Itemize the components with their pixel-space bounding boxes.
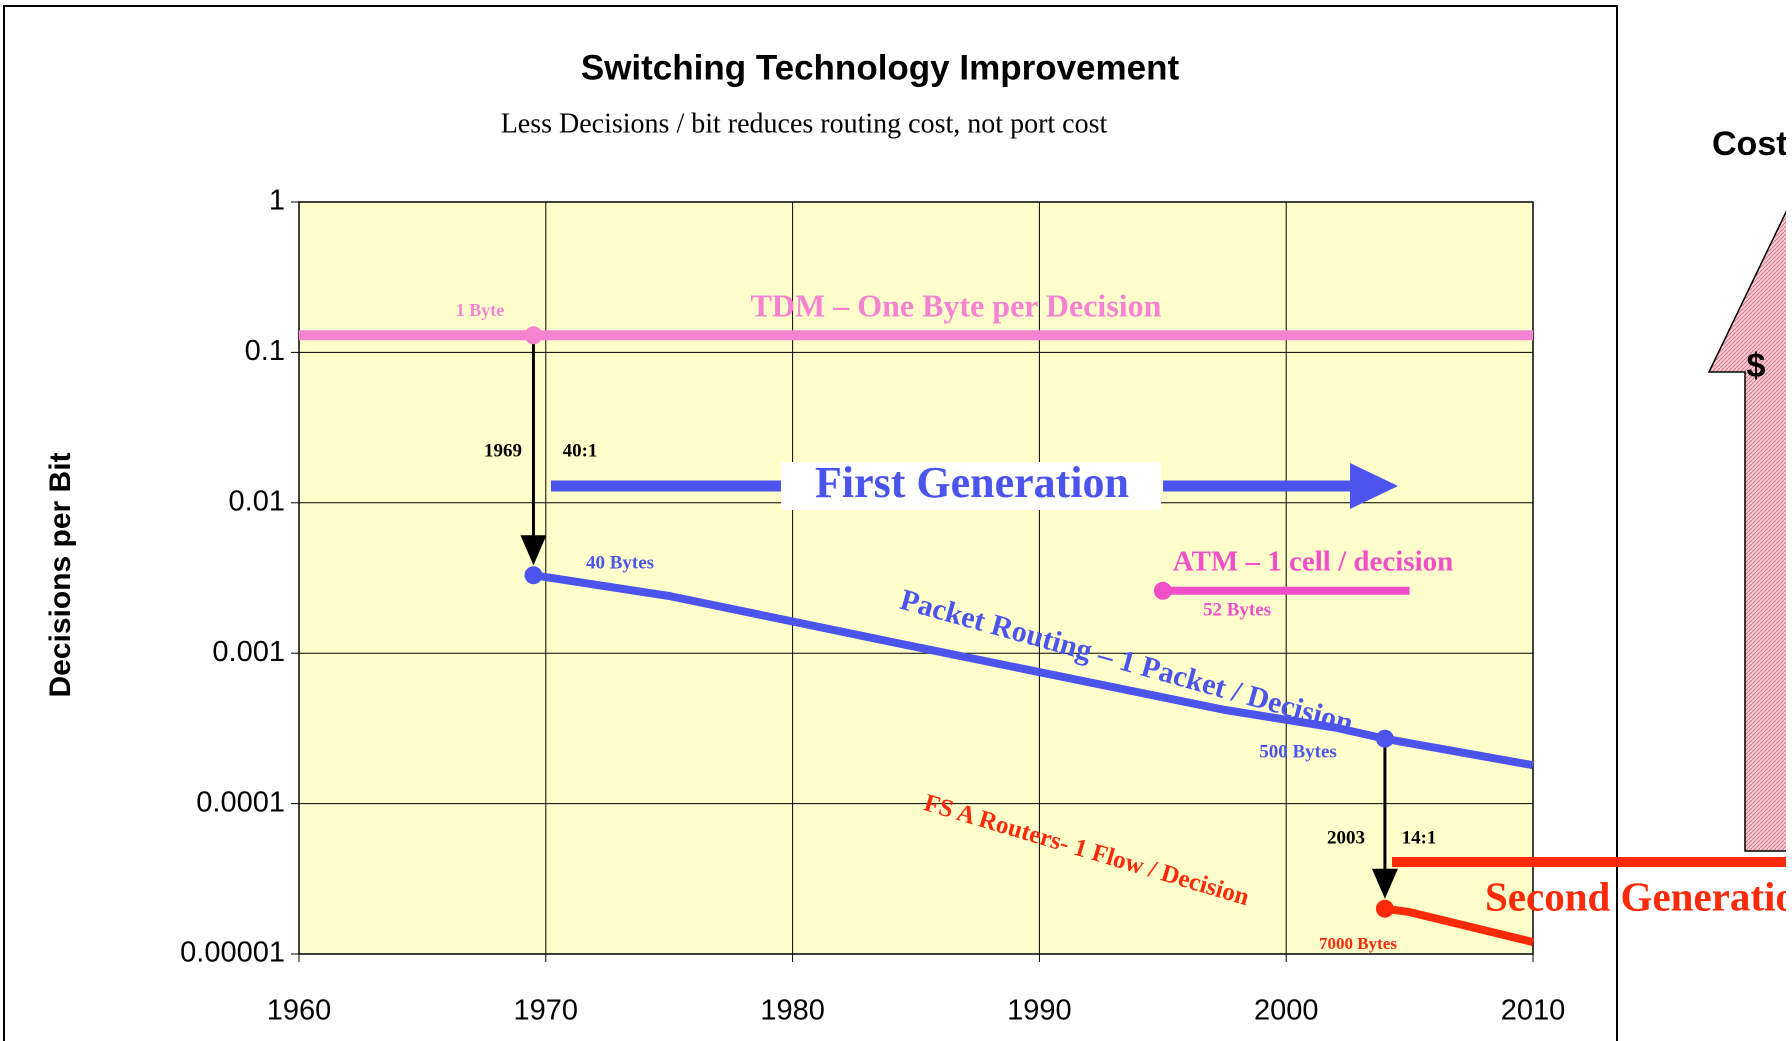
side-symbol: $	[1747, 347, 1766, 385]
x-tick-label: 1960	[267, 995, 332, 1027]
series-layer	[299, 326, 1534, 946]
x-tick-label: 2000	[1254, 995, 1319, 1027]
y-tick-label: 0.1	[245, 335, 285, 367]
point-marker	[1375, 899, 1394, 918]
grid: 1 0.1 0.01 0.001 0.0001 0.00001 1960 1970 1980 19…	[180, 185, 1565, 1027]
frame	[3, 5, 1618, 1041]
side-title: Cost	[1712, 125, 1788, 163]
x-tick-label: 1990	[1007, 995, 1072, 1027]
annotation: 40:1	[563, 440, 598, 461]
annotation: 14:1	[1402, 827, 1437, 848]
arrow-head	[520, 535, 547, 566]
x-tick-label: 1980	[760, 995, 825, 1027]
annotation: First Generation	[815, 458, 1129, 507]
point-marker	[524, 566, 543, 585]
subtitle: Less Decisions / bit reduces routing cos…	[501, 108, 1108, 139]
point-marker	[1375, 729, 1394, 748]
annotation: 40 Bytes	[586, 552, 654, 573]
y-tick-label: 0.01	[229, 485, 285, 517]
x-tick-label: 2010	[1501, 995, 1566, 1027]
annotation: 1 Byte	[456, 300, 505, 320]
y-tick-label: 0.00001	[180, 937, 285, 969]
series-label: TDM – One Byte per Decision	[751, 287, 1162, 323]
chart-title: Switching Technology Improvement	[581, 48, 1180, 87]
label-background	[781, 462, 1161, 510]
y-tick-label: 0.0001	[196, 786, 285, 818]
cost-arrow	[1707, 210, 1786, 852]
annotation: 2003	[1327, 827, 1365, 848]
annotation: 500 Bytes	[1259, 741, 1337, 762]
content: 1 0.1 0.01 0.001 0.0001 0.00001 1960 1970 1980 19…	[3, 5, 1792, 1041]
annotation: 1969	[484, 440, 522, 461]
point-marker	[1153, 581, 1172, 600]
annotation: 7000 Bytes	[1319, 934, 1397, 953]
arrow-head	[1371, 868, 1398, 899]
x-tick-label: 1970	[514, 995, 579, 1027]
y-axis-label: Decisions per Bit	[44, 452, 77, 697]
annotation: Second Generation	[1485, 873, 1792, 919]
arrow-head	[1350, 463, 1398, 509]
series-label: ATM – 1 cell / decision	[1173, 546, 1454, 578]
point-marker	[524, 326, 543, 345]
annotation: 52 Bytes	[1203, 599, 1271, 620]
y-tick-label: 1	[269, 185, 285, 217]
y-tick-label: 0.001	[212, 636, 285, 668]
